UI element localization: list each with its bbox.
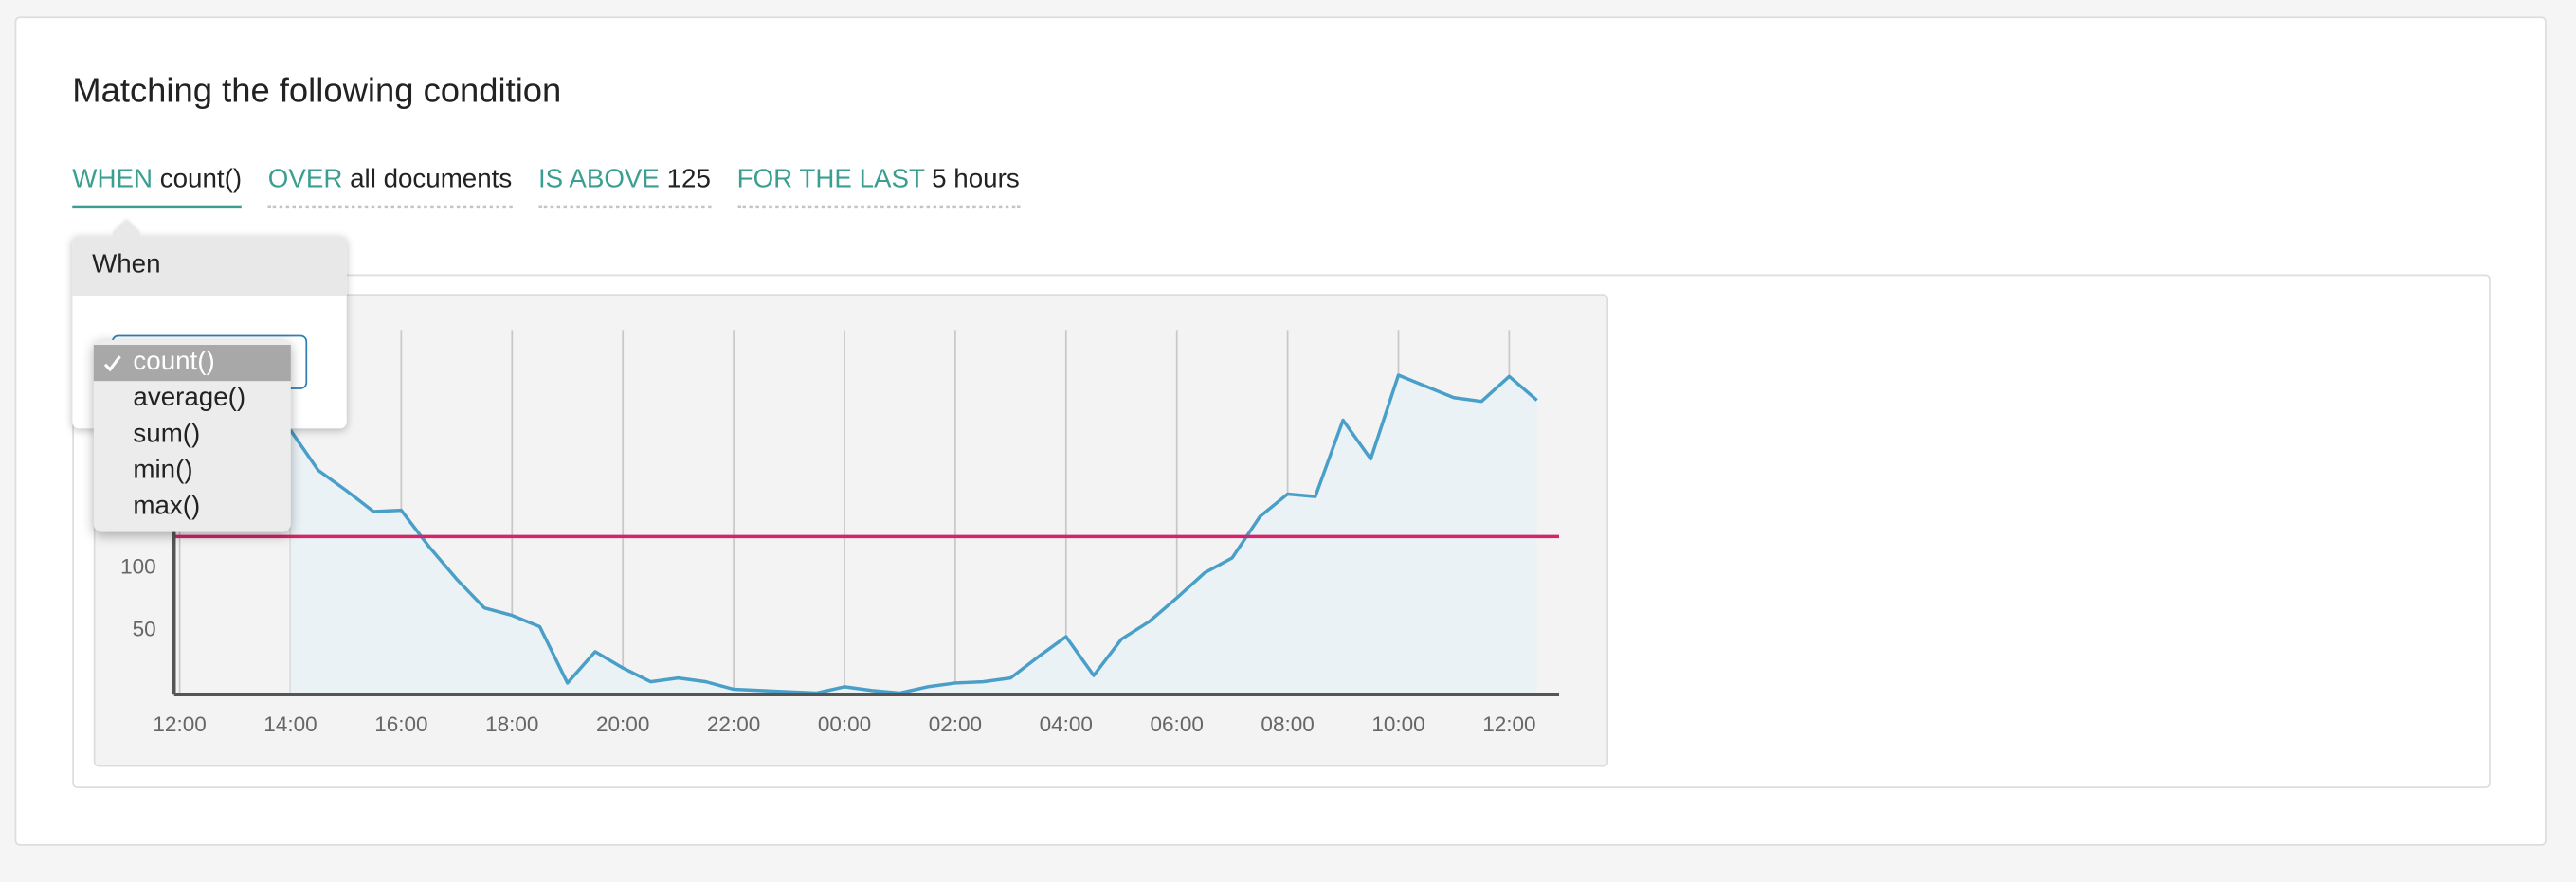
check-icon: [103, 355, 121, 372]
x-tick-label: 02:00: [929, 712, 982, 736]
x-tick-label: 16:00: [374, 712, 427, 736]
x-tick-label: 10:00: [1371, 712, 1424, 736]
condition-window[interactable]: FOR THE LAST 5 hours: [736, 166, 1020, 209]
option[interactable]: sum(): [94, 417, 291, 453]
x-tick-label: 14:00: [263, 712, 317, 736]
option[interactable]: min(): [94, 453, 291, 489]
line: [289, 373, 1538, 695]
x-tick-label: 12:00: [153, 712, 206, 736]
x-tick-label: 08:00: [1261, 712, 1314, 736]
option[interactable]: average(): [94, 381, 291, 417]
option-label: max(): [133, 493, 201, 521]
value: count(): [159, 166, 243, 194]
keyword: FOR THE LAST: [736, 166, 925, 194]
keyword: OVER: [267, 166, 343, 194]
condition-bar: WHEN count() OVER all documents IS ABOVE…: [72, 166, 1020, 209]
x-tick-label: 12:00: [1482, 712, 1535, 736]
x-tick-label: 00:00: [818, 712, 871, 736]
keyword: WHEN: [72, 166, 154, 194]
option-label: min(): [133, 456, 193, 485]
popover-title: When: [72, 236, 347, 297]
option-label: count(): [133, 348, 215, 376]
area: [290, 374, 1537, 693]
option-label: sum(): [133, 420, 201, 449]
section-title: Matching the following condition: [72, 72, 562, 111]
x-tick-label: 22:00: [707, 712, 760, 736]
condition-when[interactable]: WHEN count(): [72, 166, 243, 209]
value: 5 hours: [932, 166, 1020, 194]
dropdown-menu: count() average() sum() min() max(): [93, 339, 291, 532]
x-tick-label: 06:00: [1151, 712, 1204, 736]
value: 125: [666, 166, 711, 194]
value: all documents: [350, 166, 513, 194]
option-label: average(): [133, 384, 246, 413]
x-tick-label: 20:00: [596, 712, 649, 736]
condition-over[interactable]: OVER all documents: [267, 166, 513, 209]
option[interactable]: count(): [93, 345, 291, 382]
condition-threshold[interactable]: IS ABOVE 125: [537, 166, 711, 209]
chart-container: [72, 274, 2491, 789]
y-tick-label: 100: [120, 554, 156, 578]
keyword: IS ABOVE: [537, 166, 660, 194]
x-tick-label: 18:00: [485, 712, 538, 736]
option[interactable]: max(): [94, 490, 291, 526]
y-tick-label: 50: [133, 617, 156, 640]
x-tick-label: 04:00: [1040, 712, 1093, 736]
